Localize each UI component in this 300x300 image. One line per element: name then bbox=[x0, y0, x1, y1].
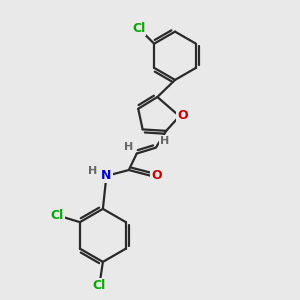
Text: O: O bbox=[177, 109, 188, 122]
Text: H: H bbox=[160, 136, 169, 146]
Text: O: O bbox=[152, 169, 162, 182]
Text: N: N bbox=[101, 169, 112, 182]
Text: Cl: Cl bbox=[93, 279, 106, 292]
Text: H: H bbox=[88, 166, 97, 176]
Text: Cl: Cl bbox=[132, 22, 145, 34]
Text: H: H bbox=[124, 142, 133, 152]
Text: Cl: Cl bbox=[51, 209, 64, 222]
